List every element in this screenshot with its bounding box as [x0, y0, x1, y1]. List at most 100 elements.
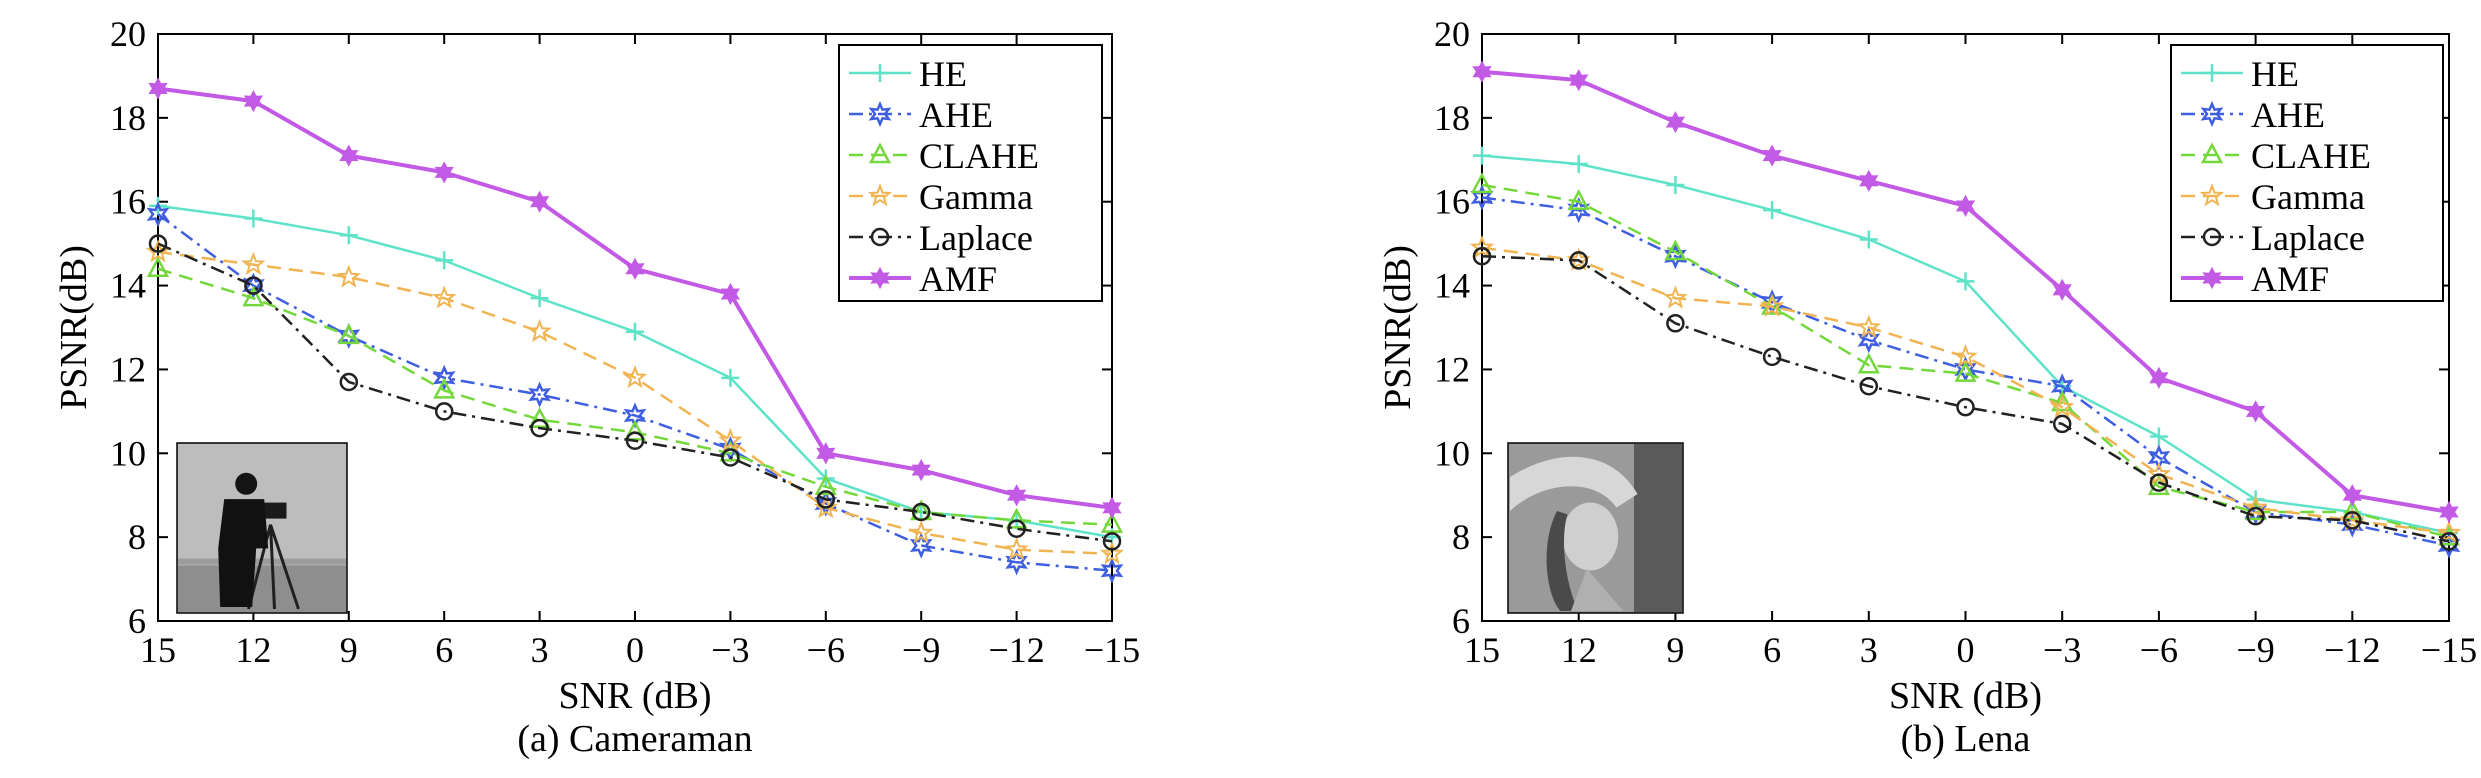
data-point — [528, 381, 552, 408]
data-point — [1859, 169, 1879, 192]
data-point — [1567, 196, 1591, 224]
data-point — [2051, 390, 2074, 412]
data-point — [146, 201, 170, 228]
x-tick-label: 15 — [140, 630, 176, 670]
legend-swatch-marker — [2202, 227, 2222, 247]
x-tick-label: 12 — [235, 630, 271, 670]
legend-label-gamma: Gamma — [919, 177, 1033, 217]
data-point — [816, 490, 836, 509]
x-tick-label: 3 — [531, 630, 549, 670]
data-point — [911, 502, 931, 522]
legend-label-gamma: Gamma — [2251, 177, 2365, 217]
y-tick-label: 18 — [110, 98, 146, 138]
inset-hair — [1546, 511, 1578, 611]
data-point — [1856, 314, 1882, 338]
data-point — [2245, 400, 2266, 423]
inset-head — [235, 472, 258, 495]
y-tick-label: 12 — [1434, 349, 1470, 389]
series-gamma — [1469, 234, 2462, 544]
data-point — [1663, 285, 1688, 309]
data-point — [148, 234, 168, 253]
panel-caption: (a) Cameraman — [517, 718, 752, 760]
series-line — [1481, 254, 2450, 543]
x-axis-label: SNR (dB) — [1889, 675, 2042, 717]
data-point — [625, 431, 645, 450]
x-tick-label: 0 — [626, 630, 644, 670]
data-point — [1099, 541, 1125, 565]
data-point — [2243, 494, 2268, 519]
data-point — [339, 372, 359, 392]
data-point — [1472, 246, 1492, 266]
legend-swatch-marker — [871, 64, 889, 82]
inset-camera — [262, 502, 287, 519]
legend-swatch-marker — [870, 227, 890, 247]
data-point — [337, 322, 361, 350]
x-tick-label: 12 — [1561, 630, 1597, 670]
legend-swatch-marker — [2200, 142, 2224, 164]
legend-swatch-marker — [868, 142, 892, 164]
legend-swatch-marker — [2203, 64, 2221, 82]
data-point — [244, 276, 263, 295]
data-point — [1955, 194, 1976, 218]
data-point — [527, 318, 552, 343]
data-point — [2244, 498, 2268, 526]
inset-background-right — [1634, 444, 1682, 612]
data-point — [622, 364, 648, 389]
series-amf — [1472, 60, 2459, 524]
legend-swatch-marker — [2199, 183, 2225, 207]
series-amf — [148, 77, 1122, 519]
series-line — [157, 250, 1113, 556]
data-point — [1100, 557, 1124, 584]
data-point — [1102, 496, 1122, 519]
data-point — [433, 377, 456, 399]
data-point — [2439, 532, 2459, 551]
data-point — [530, 289, 549, 308]
data-point — [1762, 144, 1782, 167]
data-point — [1763, 201, 1782, 220]
data-point — [909, 532, 933, 559]
data-point — [1956, 397, 1975, 417]
data-point — [1666, 314, 1685, 333]
data-point — [2439, 500, 2459, 524]
data-point — [1005, 507, 1028, 529]
inset-ground — [178, 565, 346, 612]
y-tick-label: 16 — [110, 182, 146, 222]
data-point — [625, 257, 645, 280]
y-tick-label: 20 — [110, 14, 146, 54]
data-point — [623, 419, 647, 441]
data-point — [2149, 473, 2169, 492]
inset-image-cameraman — [176, 442, 348, 614]
legend-swatch-marker — [868, 100, 892, 128]
data-point — [718, 427, 743, 452]
x-tick-label: 0 — [1957, 630, 1975, 670]
data-point — [435, 251, 454, 270]
legend-swatch-marker — [870, 266, 890, 290]
y-tick-label: 18 — [1434, 98, 1470, 138]
data-point — [1004, 536, 1029, 561]
legend-box — [2170, 44, 2444, 302]
data-point — [1663, 243, 1687, 270]
data-point — [1569, 68, 1589, 92]
data-point — [242, 285, 265, 307]
data-point — [1859, 230, 1878, 249]
series-laplace — [1472, 246, 2459, 551]
data-point — [720, 282, 741, 306]
inset-image-lena — [1507, 442, 1684, 614]
inset-hat — [1510, 456, 1638, 511]
data-point — [2341, 499, 2364, 521]
legend-label-laplace: Laplace — [2251, 218, 2365, 258]
x-tick-label: −3 — [711, 630, 749, 670]
data-point — [1762, 347, 1782, 367]
data-point — [244, 209, 263, 228]
x-tick-label: 9 — [340, 630, 358, 670]
legend-label-he: HE — [2251, 54, 2299, 94]
series-line — [1481, 196, 2450, 547]
data-point — [336, 264, 362, 288]
y-tick-label: 8 — [1452, 517, 1470, 557]
data-point — [434, 161, 454, 184]
data-point — [2052, 414, 2072, 434]
legend-label-amf: AMF — [919, 259, 997, 299]
y-tick-label: 8 — [128, 517, 146, 557]
data-point — [2052, 278, 2072, 301]
